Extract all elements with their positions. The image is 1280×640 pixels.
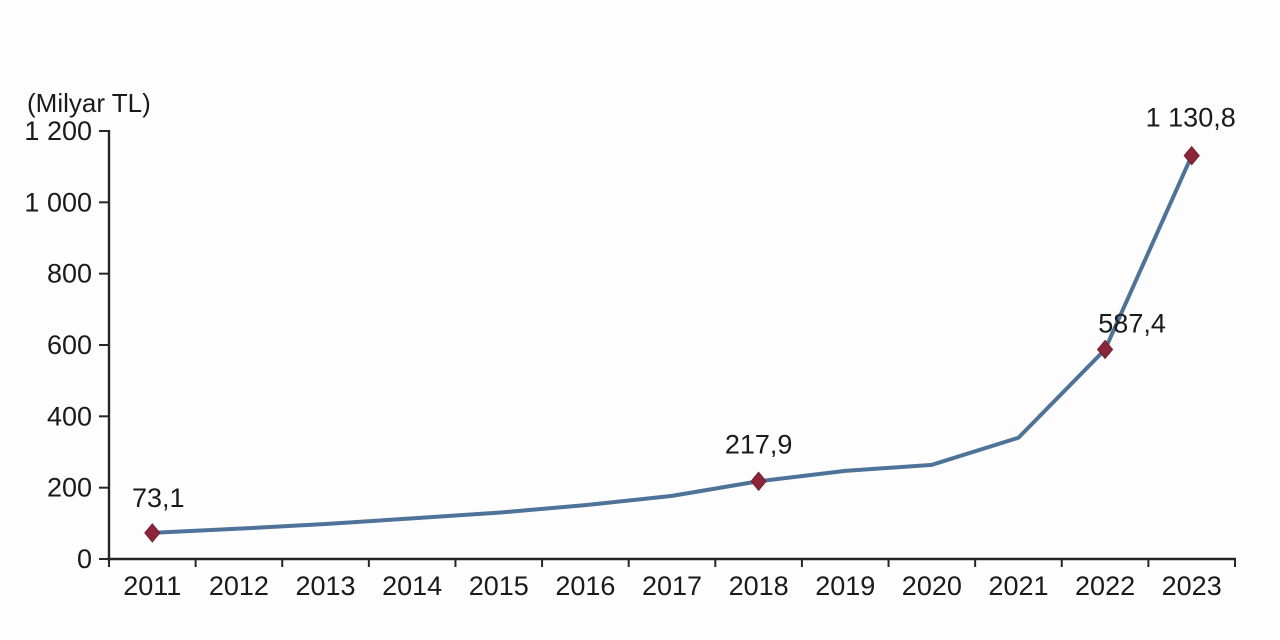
y-tick-label: 0 — [77, 544, 92, 574]
x-tick-label: 2012 — [209, 571, 269, 601]
series-line — [150, 153, 1194, 535]
y-tick-label: 400 — [47, 401, 92, 431]
x-tick-label: 2011 — [123, 571, 181, 601]
x-tick-label: 2018 — [729, 571, 789, 601]
data-point-label: 217,9 — [725, 429, 793, 459]
x-tick-label: 2020 — [902, 571, 962, 601]
x-tick-label: 2021 — [988, 571, 1048, 601]
x-tick-label: 2022 — [1075, 571, 1135, 601]
x-tick-label: 2015 — [469, 571, 529, 601]
data-point-label: 73,1 — [132, 483, 185, 513]
data-point-label: 587,4 — [1098, 308, 1166, 338]
data-point-marker — [144, 523, 161, 543]
data-point-marker — [1096, 339, 1114, 360]
x-tick-label: 2016 — [555, 571, 615, 601]
x-tick-label: 2017 — [642, 571, 702, 601]
x-tick-label: 2013 — [295, 571, 355, 601]
y-tick-label: 600 — [47, 330, 92, 360]
y-tick-label: 200 — [47, 473, 92, 503]
x-tick-label: 2019 — [815, 571, 875, 601]
y-tick-label: 1 000 — [24, 187, 92, 217]
x-tick-label: 2014 — [382, 571, 442, 601]
data-point-marker — [750, 471, 767, 492]
x-tick-label: 2023 — [1162, 571, 1222, 601]
data-point-marker — [1183, 145, 1200, 166]
y-axis-unit-label: (Milyar TL) — [27, 88, 151, 118]
y-tick-label: 1 200 — [24, 116, 92, 146]
y-tick-label: 800 — [47, 259, 92, 289]
data-point-label: 1 130,8 — [1146, 103, 1236, 133]
